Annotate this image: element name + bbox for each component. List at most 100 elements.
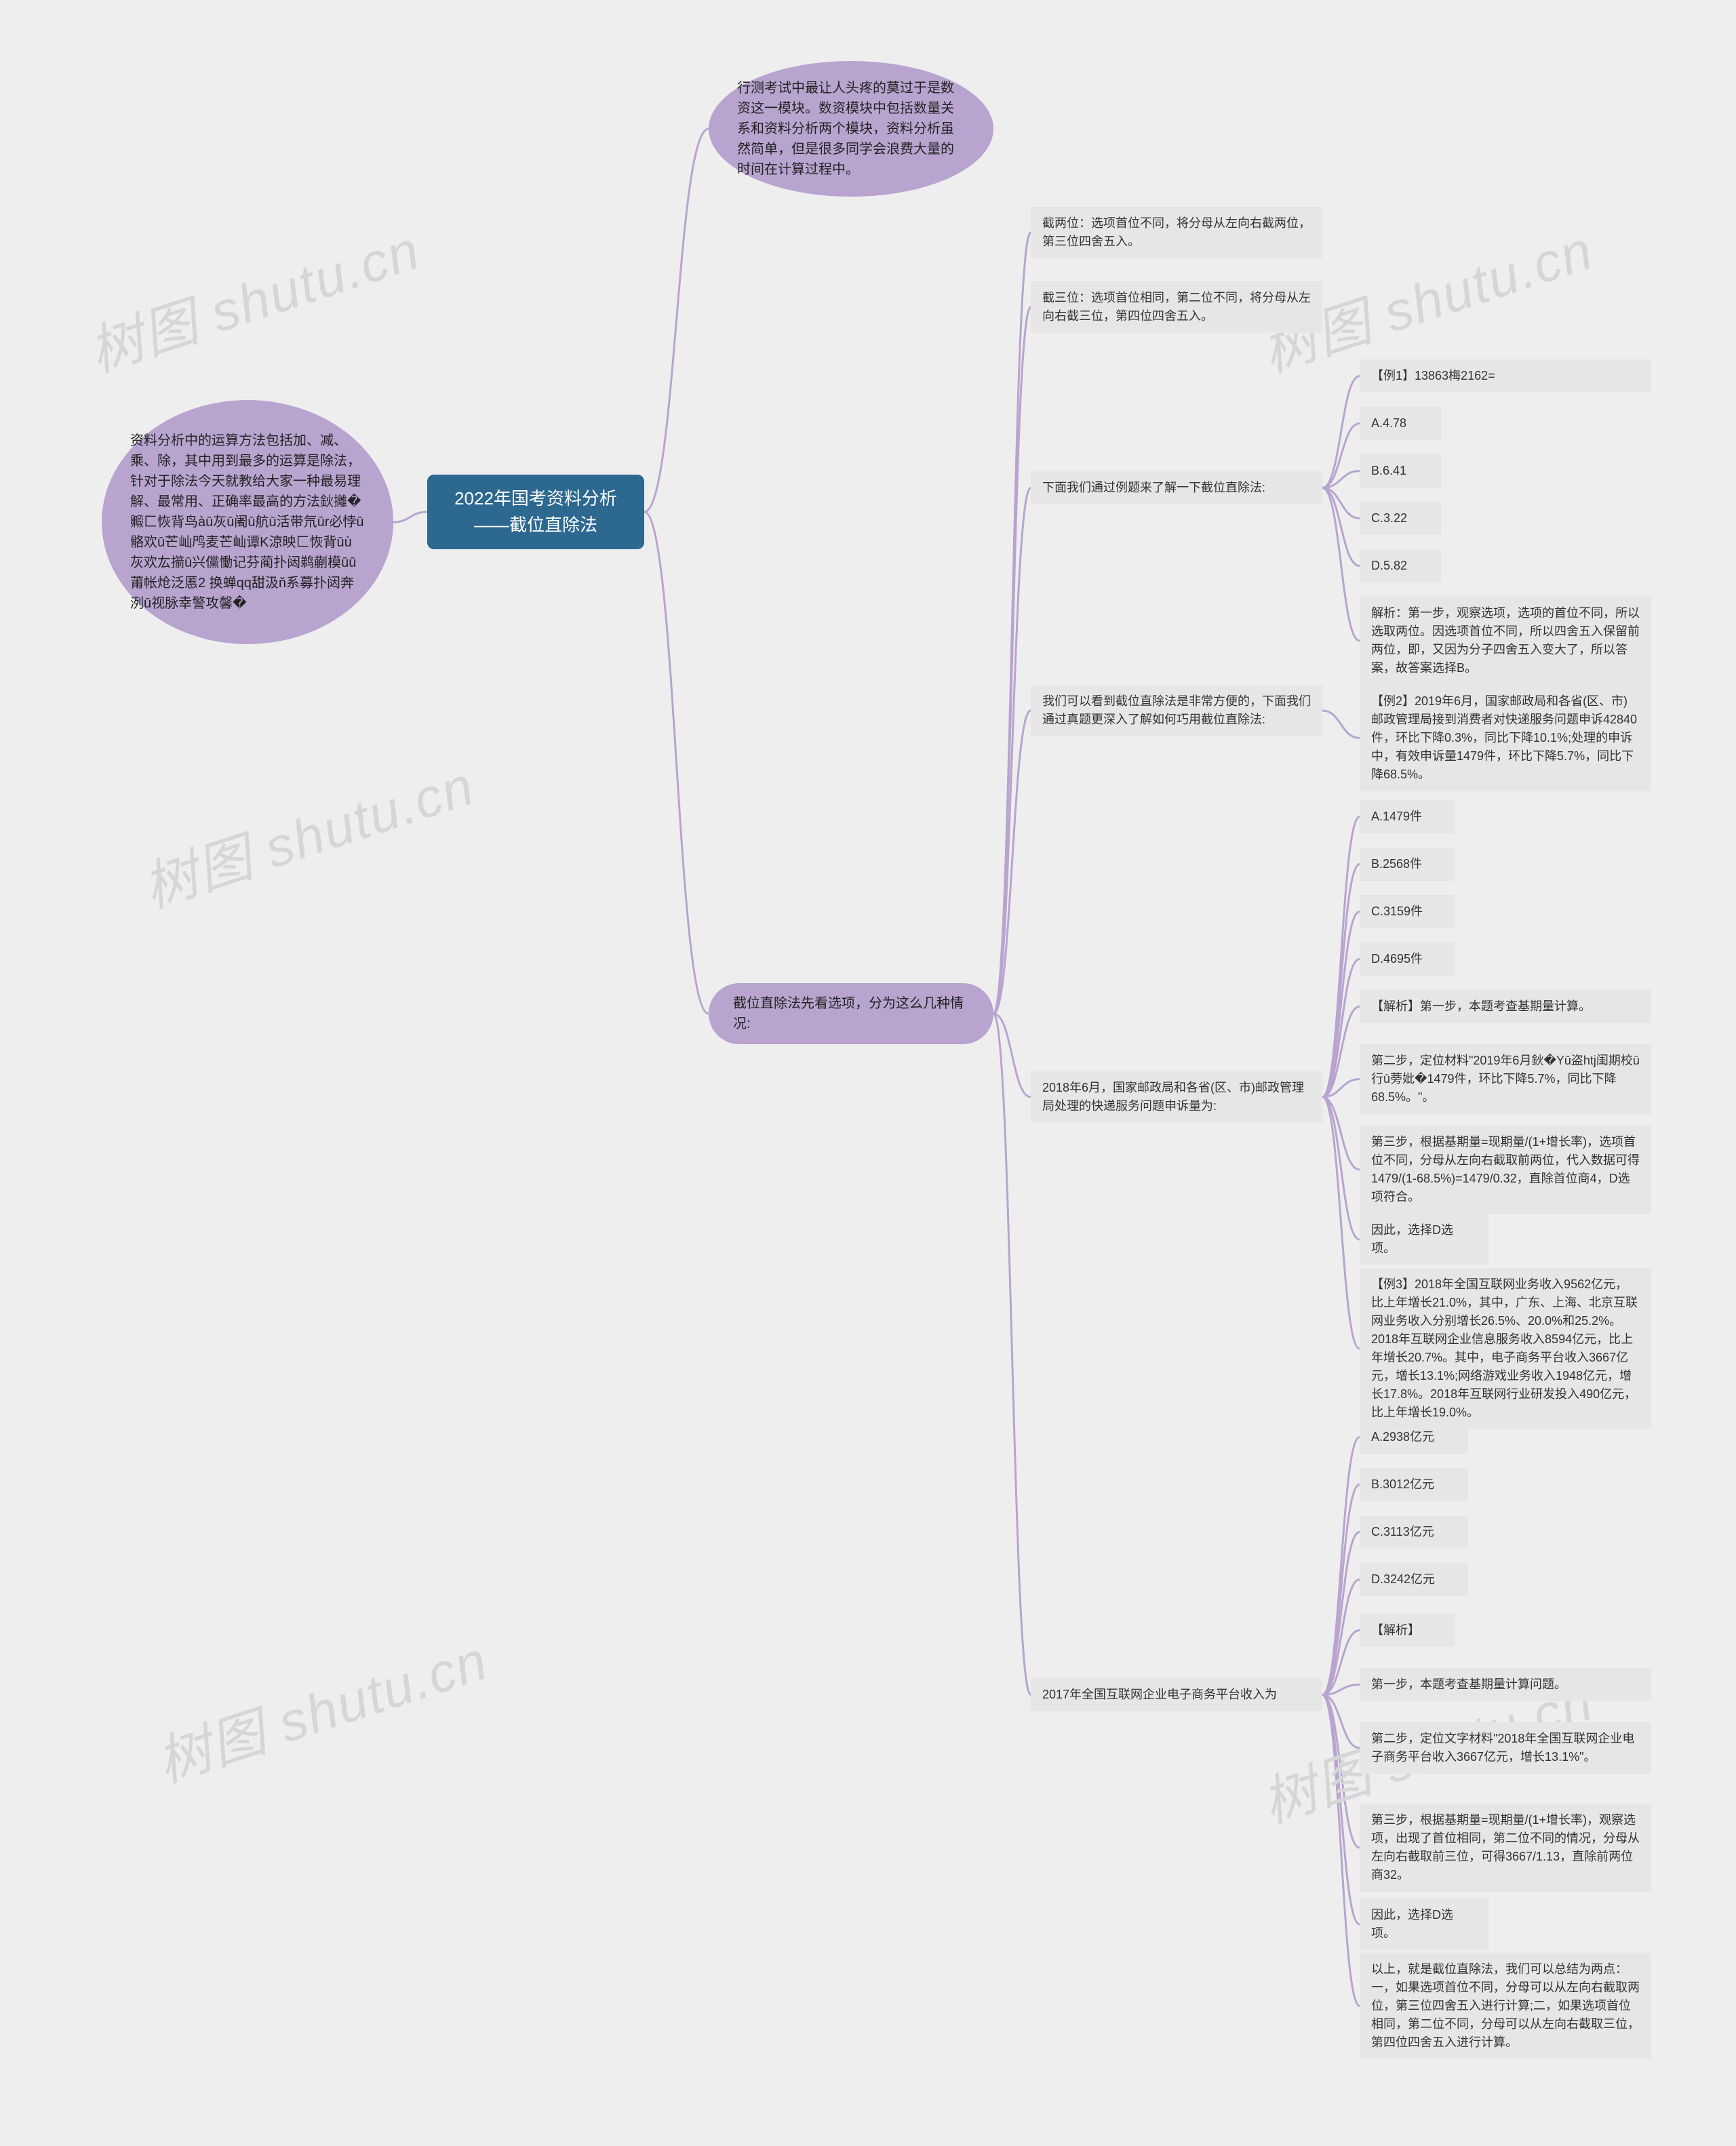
node-text: 第二步，定位文字材料"2018年全国互联网企业电子商务平台收入3667亿元，增长…	[1371, 1732, 1634, 1764]
mindmap-node-ex1_b[interactable]: B.6.41	[1360, 454, 1441, 488]
mindmap-node-q2_s4[interactable]: 因此，选择D选项。	[1360, 1899, 1488, 1950]
mindmap-link	[1322, 1631, 1360, 1695]
mindmap-node-q1_a[interactable]: A.1479件	[1360, 800, 1455, 833]
mindmap-node-rule1[interactable]: 截两位：选项首位不同，将分母从左向右截两位，第三位四舍五入。	[1031, 207, 1322, 258]
mindmap-link	[1322, 1097, 1360, 1170]
mindmap-link	[1322, 488, 1360, 566]
mindmap-node-ex_mid[interactable]: 我们可以看到截位直除法是非常方便的，下面我们通过真题更深入了解如何巧用截位直除法…	[1031, 685, 1322, 736]
mindmap-node-r_main[interactable]: 截位直除法先看选项，分为这么几种情况:	[709, 983, 993, 1044]
node-text: B.3012亿元	[1371, 1477, 1434, 1491]
node-text: 第二步，定位材料"2019年6月鈥�Υū盗htj闺期校ū行ū蒡妣�1479件，环…	[1371, 1054, 1640, 1104]
mindmap-link	[1322, 1007, 1360, 1098]
mindmap-node-q1_c[interactable]: C.3159件	[1360, 895, 1455, 928]
mindmap-link	[1322, 1695, 1360, 2006]
mindmap-link	[1322, 376, 1360, 488]
node-text: 因此，选择D选项。	[1371, 1908, 1453, 1940]
watermark: 树图 shutu.cn	[77, 207, 429, 388]
mindmap-link	[1322, 488, 1360, 641]
node-text: 【例3】2018年全国互联网业务收入9562亿元，比上年增长21.0%，其中，广…	[1371, 1277, 1638, 1419]
mindmap-link	[1322, 865, 1360, 1098]
watermark: 树图 shutu.cn	[145, 1617, 496, 1798]
node-text: B.2568件	[1371, 857, 1422, 871]
mindmap-link	[1322, 1685, 1360, 1695]
mindmap-node-ex1[interactable]: 【例1】13863梅2162=	[1360, 359, 1651, 393]
mindmap-node-q1_b[interactable]: B.2568件	[1360, 848, 1455, 881]
mindmap-node-ex1_exp[interactable]: 解析：第一步，观察选项，选项的首位不同，所以选取两位。因选项首位不同，所以四舍五…	[1360, 597, 1651, 685]
mindmap-link	[1322, 1580, 1360, 1695]
node-text: 【例2】2019年6月，国家邮政局和各省(区、市)邮政管理局接到消费者对快递服务…	[1371, 694, 1637, 781]
node-text: D.4695件	[1371, 952, 1423, 966]
node-text: 行测考试中最让人头疼的莫过于是数资这一模块。数资模块中包括数量关系和资料分析两个…	[737, 78, 965, 180]
mindmap-link	[1322, 471, 1360, 488]
mindmap-node-q2_s2[interactable]: 第二步，定位文字材料"2018年全国互联网企业电子商务平台收入3667亿元，增长…	[1360, 1722, 1651, 1774]
node-text: D.5.82	[1371, 559, 1407, 572]
mindmap-link	[993, 488, 1031, 1014]
node-text: 我们可以看到截位直除法是非常方便的，下面我们通过真题更深入了解如何巧用截位直除法…	[1042, 694, 1311, 726]
node-text: 解析：第一步，观察选项，选项的首位不同，所以选取两位。因选项首位不同，所以四舍五…	[1371, 606, 1640, 675]
mindmap-node-q2_a[interactable]: A.2938亿元	[1360, 1420, 1468, 1454]
node-text: 第一步，本题考查基期量计算问题。	[1371, 1677, 1566, 1691]
node-text: 第三步，根据基期量=现期量/(1+增长率)，观察选项，出现了首位相同，第二位不同…	[1371, 1813, 1640, 1882]
mindmap-node-q1_d[interactable]: D.4695件	[1360, 942, 1455, 976]
node-text: 下面我们通过例题来了解一下截位直除法:	[1042, 481, 1265, 494]
mindmap-link	[1322, 1437, 1360, 1695]
mindmap-link	[993, 711, 1031, 1014]
mindmap-node-q2_b[interactable]: B.3012亿元	[1360, 1468, 1468, 1501]
mindmap-link	[644, 512, 709, 1014]
mindmap-node-q1_s3[interactable]: 第三步，根据基期量=现期量/(1+增长率)，选项首位不同，分母从左向右截取前两位…	[1360, 1126, 1651, 1214]
node-text: C.3.22	[1371, 511, 1407, 525]
node-text: C.3159件	[1371, 905, 1423, 918]
mindmap-node-q2[interactable]: 2017年全国互联网企业电子商务平台收入为	[1031, 1678, 1322, 1711]
mindmap-link	[993, 1014, 1031, 1695]
node-text: 2022年国考资料分析——截位直除法	[446, 485, 625, 538]
mindmap-link	[1322, 1485, 1360, 1695]
node-text: 截三位：选项首位相同，第二位不同，将分母从左向右截三位，第四位四舍五入。	[1042, 291, 1311, 323]
node-text: 资料分析中的运算方法包括加、减、乘、除，其中用到最多的运算是除法，针对于除法今天…	[130, 431, 365, 614]
mindmap-node-q1_s4[interactable]: 因此，选择D选项。	[1360, 1214, 1488, 1265]
mindmap-node-ex1_d[interactable]: D.5.82	[1360, 549, 1441, 582]
mindmap-node-q2_s3[interactable]: 第三步，根据基期量=现期量/(1+增长率)，观察选项，出现了首位相同，第二位不同…	[1360, 1804, 1651, 1892]
mindmap-node-summary[interactable]: 以上，就是截位直除法，我们可以总结为两点：一，如果选项首位不同，分母可以从左向右…	[1360, 1953, 1651, 2059]
mindmap-link	[1322, 1079, 1360, 1098]
mindmap-node-r_intro[interactable]: 行测考试中最让人头疼的莫过于是数资这一模块。数资模块中包括数量关系和资料分析两个…	[709, 61, 993, 197]
node-text: 截两位：选项首位不同，将分母从左向右截两位，第三位四舍五入。	[1042, 216, 1311, 248]
node-text: 2018年6月，国家邮政局和各省(区、市)邮政管理局处理的快递服务问题申诉量为:	[1042, 1081, 1304, 1113]
mindmap-node-q2_c[interactable]: C.3113亿元	[1360, 1515, 1468, 1549]
mindmap-link	[1322, 711, 1360, 738]
mindmap-link	[644, 129, 709, 512]
mindmap-link	[1322, 488, 1360, 519]
node-text: A.1479件	[1371, 810, 1422, 823]
mindmap-link	[1322, 1097, 1360, 1239]
mindmap-node-q1_s2[interactable]: 第二步，定位材料"2019年6月鈥�Υū盗htj闺期校ū行ū蒡妣�1479件，环…	[1360, 1044, 1651, 1114]
node-text: A.2938亿元	[1371, 1430, 1434, 1444]
mindmap-node-ex1_a[interactable]: A.4.78	[1360, 407, 1441, 440]
mindmap-node-root[interactable]: 2022年国考资料分析——截位直除法	[427, 475, 644, 549]
node-text: 【例1】13863梅2162=	[1371, 369, 1495, 382]
mindmap-link	[1322, 912, 1360, 1098]
node-text: C.3113亿元	[1371, 1525, 1434, 1538]
mindmap-link	[1322, 959, 1360, 1098]
mindmap-node-ex2[interactable]: 【例2】2019年6月，国家邮政局和各省(区、市)邮政管理局接到消费者对快递服务…	[1360, 685, 1651, 791]
node-text: 以上，就是截位直除法，我们可以总结为两点：一，如果选项首位不同，分母可以从左向右…	[1371, 1962, 1640, 2049]
mindmap-node-left1[interactable]: 资料分析中的运算方法包括加、减、乘、除，其中用到最多的运算是除法，针对于除法今天…	[102, 400, 393, 644]
mindmap-link	[1322, 1695, 1360, 1749]
mindmap-node-ex_head[interactable]: 下面我们通过例题来了解一下截位直除法:	[1031, 471, 1322, 504]
node-text: 截位直除法先看选项，分为这么几种情况:	[733, 993, 969, 1034]
mindmap-node-q2_s1[interactable]: 第一步，本题考查基期量计算问题。	[1360, 1668, 1651, 1701]
mindmap-node-q1_s1[interactable]: 【解析】第一步，本题考查基期量计算。	[1360, 990, 1651, 1023]
node-text: 【解析】	[1371, 1623, 1420, 1637]
mindmap-link	[993, 233, 1031, 1014]
node-text: 【解析】第一步，本题考查基期量计算。	[1371, 999, 1591, 1013]
mindmap-node-q2_s0[interactable]: 【解析】	[1360, 1614, 1455, 1647]
node-text: 因此，选择D选项。	[1371, 1223, 1453, 1255]
mindmap-node-ex1_c[interactable]: C.3.22	[1360, 502, 1441, 535]
node-text: D.3242亿元	[1371, 1572, 1435, 1586]
mindmap-node-q2_d[interactable]: D.3242亿元	[1360, 1563, 1468, 1596]
mindmap-link	[993, 307, 1031, 1014]
mindmap-node-ex3[interactable]: 【例3】2018年全国互联网业务收入9562亿元，比上年增长21.0%，其中，广…	[1360, 1268, 1651, 1429]
node-text: B.6.41	[1371, 464, 1406, 477]
mindmap-link	[1322, 424, 1360, 488]
mindmap-link	[1322, 1695, 1360, 1925]
mindmap-node-q1[interactable]: 2018年6月，国家邮政局和各省(区、市)邮政管理局处理的快递服务问题申诉量为:	[1031, 1071, 1322, 1123]
mindmap-node-rule2[interactable]: 截三位：选项首位相同，第二位不同，将分母从左向右截三位，第四位四舍五入。	[1031, 281, 1322, 333]
